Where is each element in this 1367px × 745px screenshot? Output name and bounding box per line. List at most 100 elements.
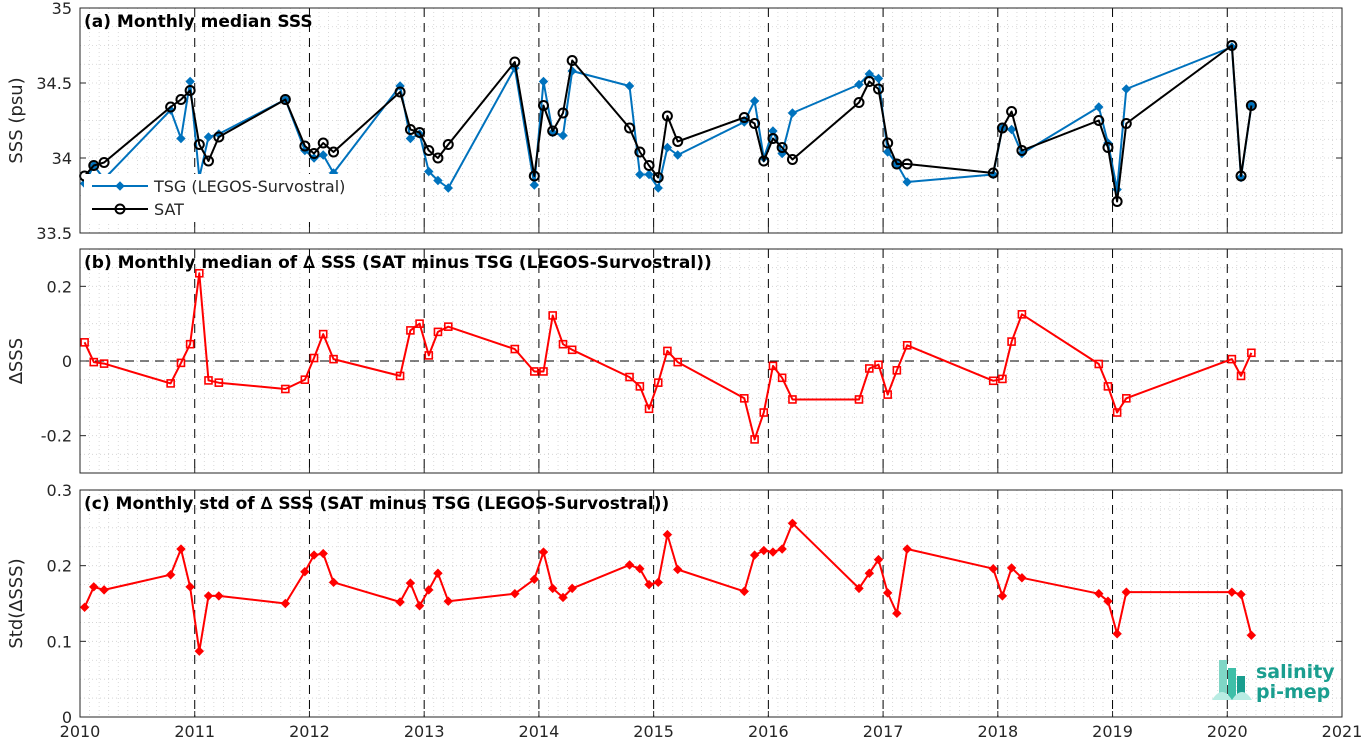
data-point (988, 563, 998, 574)
data-point (203, 591, 214, 601)
data-point (176, 358, 186, 368)
data-point (873, 554, 884, 565)
data-point (759, 545, 769, 556)
logo-mark-icon (1212, 660, 1252, 700)
data-point (557, 107, 569, 119)
series-line-0 (83, 272, 1253, 441)
data-point (776, 142, 788, 153)
data-point (567, 583, 577, 594)
data-point (214, 591, 224, 601)
data-point (300, 375, 310, 384)
data-point (1006, 124, 1017, 135)
data-point (1120, 118, 1132, 129)
data-point (883, 390, 892, 399)
series-line-1 (83, 44, 1253, 203)
data-point (395, 371, 405, 381)
data-point (510, 344, 520, 354)
data-point (749, 550, 760, 560)
series-layer (79, 518, 1257, 656)
data-point (750, 435, 759, 444)
data-point (404, 124, 416, 135)
data-point (635, 563, 645, 574)
data-point (673, 150, 683, 160)
data-point (195, 268, 204, 278)
x-tick-label: 2010 (60, 722, 101, 741)
data-point (1102, 142, 1114, 153)
x-tick-label: 2012 (289, 722, 330, 741)
y-axis-ticks: -0.2 0 0.2 (41, 277, 1343, 473)
data-point (644, 579, 654, 590)
data-point (537, 100, 549, 111)
data-point (1246, 630, 1257, 640)
data-point (853, 97, 865, 108)
data-point (1017, 573, 1027, 583)
data-point (184, 85, 196, 96)
logo-text-line2: pi-mep (1256, 681, 1330, 703)
data-point (213, 131, 225, 143)
data-point (634, 146, 646, 158)
data-point (405, 578, 416, 588)
data-point (415, 319, 424, 328)
data-point (1006, 106, 1018, 117)
data-point (194, 646, 205, 656)
series-layer (79, 40, 1257, 207)
x-tick-label: 2011 (174, 722, 215, 741)
panel-c-std-delta-sss: 00.10.20.3 2010 2011 2012 2013 2014 2015 2016 2… (6, 481, 1362, 741)
data-point (280, 598, 291, 609)
data-point (1236, 589, 1246, 600)
y-tick-label: 0.2 (47, 277, 72, 296)
data-point (635, 382, 645, 391)
data-point (1093, 115, 1105, 126)
y-tick-label: 0.2 (47, 557, 72, 576)
y-tick-label: 0.3 (47, 481, 72, 500)
series-layer (80, 268, 1256, 444)
data-point (193, 139, 205, 150)
data-point (739, 394, 749, 403)
data-point (1112, 629, 1122, 639)
x-axis-ticks: 2010 2011 2012 2013 2014 2015 2016 2017 2018 2019… (60, 722, 1363, 741)
x-tick-label: 2013 (404, 722, 445, 741)
data-point (663, 346, 672, 356)
panel-c-ylabel: Std(∆SSS) (6, 558, 27, 648)
data-point (566, 55, 578, 66)
data-point (854, 395, 864, 404)
data-point (624, 560, 635, 570)
data-point (1103, 596, 1113, 606)
data-point (625, 372, 634, 382)
data-point (787, 518, 798, 529)
data-point (1235, 170, 1247, 182)
data-point (165, 101, 177, 113)
data-point (79, 602, 90, 612)
data-point (1121, 84, 1132, 94)
data-point (854, 79, 864, 90)
data-point (882, 137, 894, 149)
data-point (892, 608, 902, 619)
data-point (788, 395, 797, 404)
data-point (318, 329, 328, 339)
panel-a-ylabel: SSS (psu) (6, 77, 27, 163)
data-point (166, 379, 175, 388)
data-point (443, 596, 453, 606)
data-point (864, 568, 875, 578)
data-point (1094, 359, 1104, 369)
panel-b-ylabel: ∆SSS (6, 338, 27, 385)
x-tick-label: 2020 (1207, 722, 1248, 741)
data-point (89, 582, 99, 592)
data-point (433, 175, 443, 186)
year-separator-lines (194, 490, 1228, 717)
data-point (414, 127, 426, 138)
data-point (787, 108, 798, 118)
data-point (643, 160, 655, 171)
data-point (203, 132, 214, 142)
data-point (865, 364, 874, 373)
data-point (395, 597, 405, 607)
data-point (987, 167, 999, 179)
data-point (854, 583, 864, 594)
data-point (300, 567, 310, 577)
data-point (1111, 196, 1123, 207)
data-point (863, 76, 875, 87)
data-point (1122, 394, 1131, 403)
data-point (414, 601, 425, 611)
data-point (644, 404, 654, 414)
salinity-pi-mep-logo: salinity pi-mep (1212, 660, 1335, 703)
